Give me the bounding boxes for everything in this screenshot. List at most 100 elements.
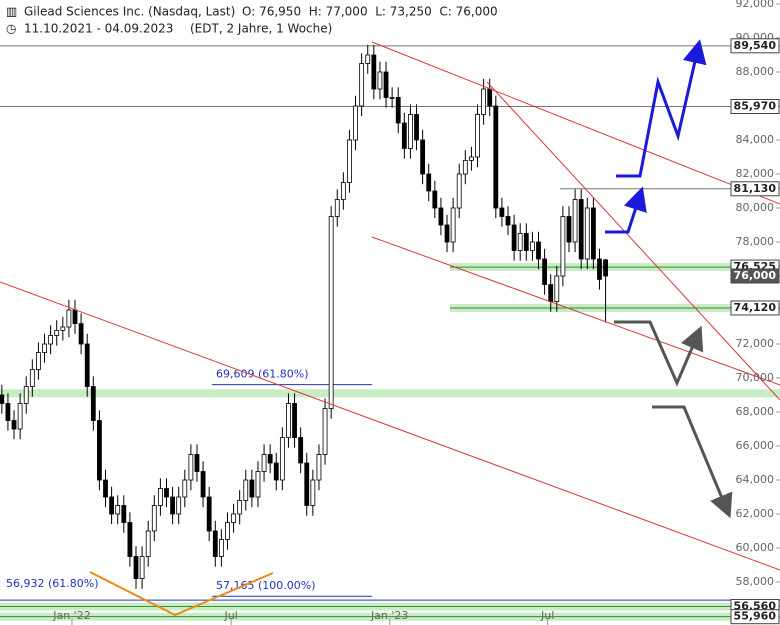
candle-body [444,224,450,243]
candle-body [66,309,72,328]
candle-body [127,522,133,557]
candle-body [395,97,401,124]
candle-body [548,284,554,302]
candle-body [145,530,151,557]
candle-body [462,159,468,175]
candle-body [243,479,249,501]
level-label: 85,970 [734,100,777,113]
candle-body [322,408,328,455]
candle-body [206,496,212,532]
candle-body [218,539,224,557]
x-tick-label: Jan '22 [52,609,90,622]
candle-body [328,216,334,410]
x-tick-label: Jul [223,609,237,622]
level-label: 74,120 [734,301,777,314]
header: ▥ Gilead Sciences Inc. (Nasdaq, Last) O:… [6,5,498,36]
level-box [730,300,780,316]
fib-label: 57,165 (100.00%) [216,579,316,592]
candle-body [340,182,346,200]
candle-body [72,309,78,325]
drawings [0,39,780,617]
level-box [730,99,780,115]
forecast-arrow [652,405,733,519]
candle-body [383,71,389,98]
candle-body [42,343,47,353]
forecast-arrow [616,39,707,178]
trend-line [371,41,780,205]
x-tick-label: Jul [540,609,554,622]
candle-body [554,275,560,302]
candle-body [54,330,60,336]
candle-body [517,233,523,251]
candle-body [139,556,145,580]
level-label: 89,540 [734,39,777,52]
candle-body [164,488,169,498]
candle-body [572,199,578,243]
candle-body [438,207,444,226]
y-tick-label: 78,000 [736,235,775,248]
candle-body [279,437,285,481]
candle-body [188,454,194,481]
candle-body [334,199,340,217]
icon: ▥ [6,5,17,19]
candle-body [182,479,188,498]
candle-body [97,420,102,481]
candle-body [530,241,535,251]
candle-body [456,173,462,209]
candle-body [17,403,23,430]
candle-body [60,326,66,331]
candle-body [78,323,84,345]
candle-body [103,479,108,498]
candle-body [542,258,547,285]
candle-body [401,122,407,149]
layers: 69,609 (61.80%) 57,165 (100.00%) 56,932 (6… [0,45,780,621]
y-tick-label: 72,000 [736,337,775,350]
candle-body [597,258,602,280]
candle-body [157,488,163,506]
trend-line [0,281,780,571]
candle-body [420,139,426,175]
candle-body [267,454,273,464]
candle-body [359,63,365,107]
y-tick-label: 62,000 [736,507,775,520]
candle-body [414,114,419,141]
candle-body [29,369,35,387]
candle-body [109,496,115,515]
candle-body [231,513,236,523]
y-tick-label: 60,000 [736,541,775,554]
candle-body [584,207,590,260]
candle-body [249,479,255,498]
forecast-arrow [614,320,704,387]
candle-body [286,403,291,438]
trend-line [371,236,780,386]
candle-body [371,54,377,90]
candle-body [304,462,310,506]
level-label: 76,000 [734,269,777,282]
candle-body [481,88,487,115]
level-label: 55,960 [734,610,777,623]
candle-body [0,394,5,404]
level-box [730,38,780,54]
forecast-arrow [605,186,647,234]
y-tick-label: 82,000 [736,167,775,180]
candle-body [151,505,157,532]
candle-body [389,97,395,99]
candle-body [255,471,261,498]
y-tick-label: 64,000 [736,473,775,486]
candle-body [200,471,206,498]
y-tick-label: 80,000 [736,201,775,214]
candle-body [90,386,96,421]
candle-body [36,352,41,370]
candle-body [499,207,505,217]
candle-body [493,105,499,209]
y-tick-label: 92,000 [736,0,775,10]
candle-body [523,233,529,251]
candle-body [23,386,29,404]
candle-body [408,114,413,149]
y-tick-label: 70,000 [736,371,775,384]
level-box [730,609,780,625]
level-box [730,268,780,284]
candle-body [432,190,438,209]
candle-body [292,403,297,438]
